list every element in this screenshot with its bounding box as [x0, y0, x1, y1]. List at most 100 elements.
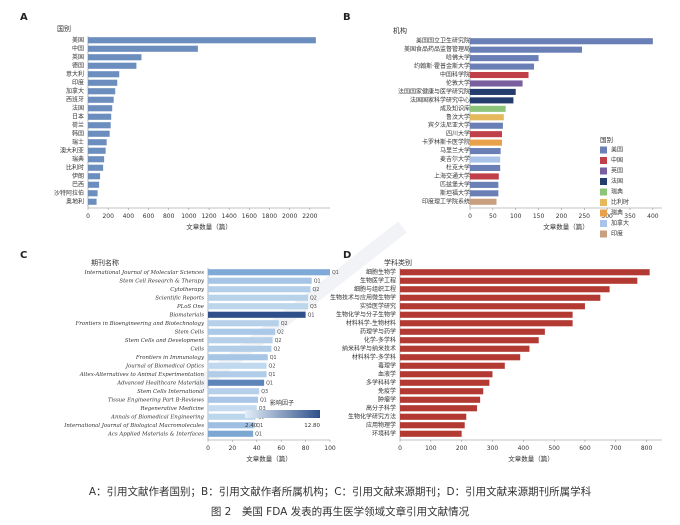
category-label: 四川大学 — [446, 130, 470, 138]
category-label: 法国国家科学研究中心 — [410, 96, 470, 104]
category-label: Stem Cells International — [137, 389, 204, 395]
bar — [208, 294, 309, 301]
category-label: 免疫学 — [378, 387, 396, 395]
legend-label: 加拿大 — [611, 219, 629, 227]
figure-caption-legend: A：引用文献作者国别；B：引用文献作者所属机构；C：引用文献来源期刊；D：引用文… — [88, 486, 592, 498]
category-label: 生物化学研究方法 — [348, 412, 396, 420]
bar — [88, 79, 118, 86]
category-label: 鲁汶大学 — [446, 113, 470, 121]
legend-label: 英国 — [611, 167, 623, 175]
bar — [470, 122, 503, 129]
bar — [470, 148, 501, 155]
quartile-label: Q1 — [314, 278, 321, 284]
legend-swatch — [600, 167, 607, 175]
category-label: 药理学与药学 — [360, 327, 396, 335]
quartile-label: Q1 — [270, 355, 277, 361]
bar — [88, 198, 97, 205]
bar — [470, 164, 501, 172]
bar — [208, 422, 255, 429]
category-label: 沙特阿拉伯 — [54, 189, 84, 197]
category-label: Acs Applied Materials & Interfaces — [107, 431, 204, 437]
x-tick-label: 200 — [102, 213, 114, 220]
colorbar-min-label: 2.40 — [245, 423, 258, 429]
category-label: 斯坦福大学 — [440, 189, 470, 197]
x-tick-label: 500 — [548, 445, 560, 452]
category-label: 纳米科学与纳米技术 — [342, 344, 396, 352]
quartile-label: Q2 — [312, 287, 319, 293]
bar — [208, 286, 311, 293]
x-tick-label: 0 — [468, 213, 472, 220]
bar — [470, 46, 582, 53]
panel-b: B 机构 0 50 100 150 200 250 300 350 400 文章数量（篇） 美国国立卫生… — [343, 12, 662, 238]
bar — [88, 113, 112, 120]
x-tick-label: 0 — [398, 445, 402, 452]
category-label: 意大利 — [66, 70, 84, 78]
legend-label: 法国 — [611, 177, 623, 185]
x-tick-label: 300 — [487, 445, 499, 452]
bar — [400, 371, 493, 378]
category-label: 成及知识库 — [440, 104, 470, 112]
bar — [88, 173, 101, 180]
x-tick-label: 200 — [556, 213, 568, 220]
bar — [470, 71, 529, 79]
bar — [470, 139, 502, 146]
bar — [470, 38, 653, 45]
category-label: Altex-Alternatives to Animal Experimenta… — [79, 372, 205, 378]
category-label: 伦敦大学 — [446, 79, 470, 87]
category-label: 西班牙 — [66, 95, 84, 103]
bar — [88, 156, 105, 163]
x-tick-label: 1000 — [181, 213, 196, 220]
legend-swatch — [600, 230, 607, 238]
quartile-label: Q1 — [308, 312, 315, 318]
legend-swatch — [600, 199, 607, 206]
category-label: 匹兹堡大学 — [440, 180, 470, 188]
bar — [208, 354, 268, 361]
bar — [208, 388, 260, 395]
bar — [208, 345, 272, 352]
bar — [400, 405, 478, 412]
category-label: 瑞典 — [72, 155, 84, 163]
category-label: 生物技术与应用微生物学 — [330, 293, 396, 301]
x-tick-label: 400 — [123, 213, 135, 220]
bar — [400, 328, 545, 335]
bar — [470, 173, 499, 180]
x-tick-label: 1800 — [262, 213, 277, 220]
bar — [88, 181, 100, 188]
x-tick-label: 200 — [456, 445, 468, 452]
x-tick-label: 1400 — [222, 213, 237, 220]
bar — [470, 88, 516, 95]
category-label: 法国国家健康与医学研究院 — [398, 87, 470, 95]
bar — [208, 413, 256, 420]
category-label: Annals of Biomedical Engineering — [110, 414, 204, 420]
legend-swatch — [600, 220, 607, 227]
bar — [208, 337, 273, 344]
x-tick-label: 300 — [601, 213, 613, 220]
bar — [400, 345, 530, 352]
panel-d: D 学科类别 0 100 200 300 400 500 600 700 800 文章数量（篇） 细胞生… — [330, 250, 662, 463]
legend-swatch — [600, 209, 607, 217]
category-label: 瑞士 — [72, 138, 84, 146]
quartile-label: Q1 — [269, 372, 276, 378]
bar — [88, 122, 111, 129]
legend-label: 比利时 — [611, 198, 629, 206]
category-label: 伊朗 — [72, 172, 84, 180]
panel-letter: C — [20, 250, 27, 261]
x-axis-title: 文章数量（篇） — [186, 222, 232, 231]
category-label: 化学-多学科 — [364, 336, 396, 344]
x-tick-label: 600 — [579, 445, 591, 452]
category-label: 日本 — [72, 112, 84, 120]
x-tick-label: 600 — [143, 213, 155, 220]
bar — [400, 396, 481, 403]
bar — [400, 422, 465, 429]
bar — [400, 388, 484, 395]
category-label: 宾夕法尼亚大学 — [428, 121, 470, 129]
category-label: 生物化学与分子生物学 — [336, 310, 396, 318]
category-label: Stem Cell Research & Therapy — [119, 278, 205, 284]
category-label: Advanced Healthcare Materials — [116, 380, 204, 386]
category-label: 美国食品药品监督管理局 — [404, 45, 470, 53]
category-label: 约翰斯·霍普金斯大学 — [414, 62, 470, 70]
bar — [208, 362, 267, 369]
quartile-label: Q3 — [259, 406, 266, 412]
bar — [88, 37, 316, 44]
